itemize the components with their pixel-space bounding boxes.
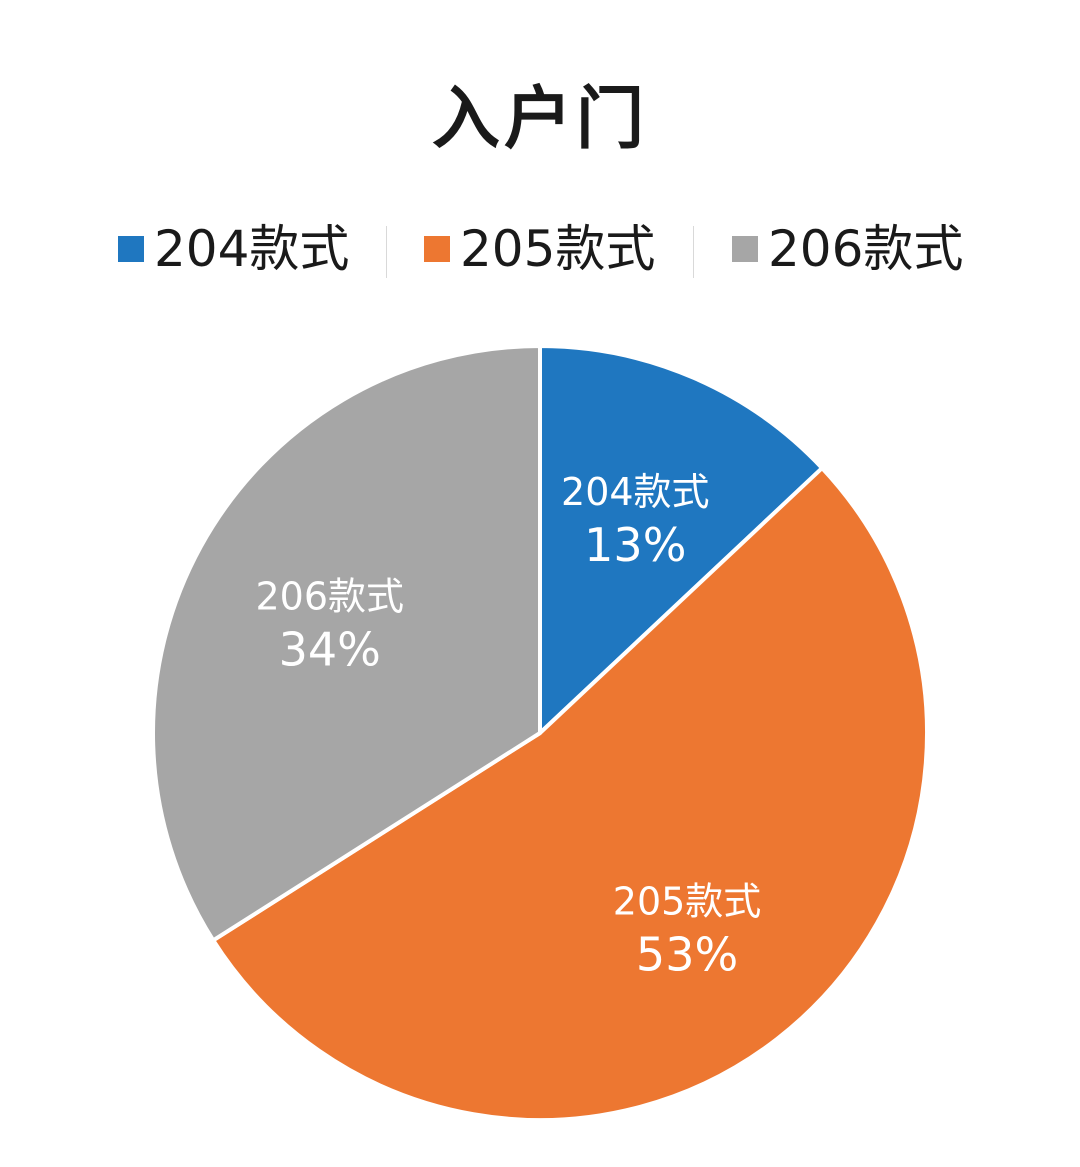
slice-label-name-2: 205款式 — [613, 880, 762, 924]
legend-swatch-205 — [424, 236, 450, 262]
pie-slice-2 — [211, 466, 929, 1122]
legend-divider-2 — [693, 226, 694, 278]
pie-slices — [151, 344, 929, 1122]
legend-label-206: 206款式 — [768, 220, 964, 278]
slice-label-value-2: 53% — [636, 928, 738, 982]
chart-title: 入户门 — [431, 80, 648, 159]
slice-label-name-1: 204款式 — [561, 470, 710, 514]
legend: 204款式 205款式 206款式 — [0, 214, 1080, 284]
pie-slice-1 — [538, 344, 825, 735]
legend-swatch-206 — [732, 236, 758, 262]
slice-label-value-1: 13% — [584, 518, 686, 572]
slice-label-name-3: 206款式 — [255, 574, 404, 618]
legend-item-206: 206款式 — [732, 214, 963, 284]
legend-label-204: 204款式 — [154, 220, 350, 278]
legend-divider-1 — [386, 226, 387, 278]
pie-slice-3 — [151, 344, 542, 943]
legend-item-204: 204款式 — [118, 214, 349, 284]
legend-swatch-204 — [118, 236, 144, 262]
legend-label-205: 205款式 — [460, 220, 656, 278]
legend-item-205: 205款式 — [424, 214, 655, 284]
slice-label-value-3: 34% — [279, 622, 381, 676]
